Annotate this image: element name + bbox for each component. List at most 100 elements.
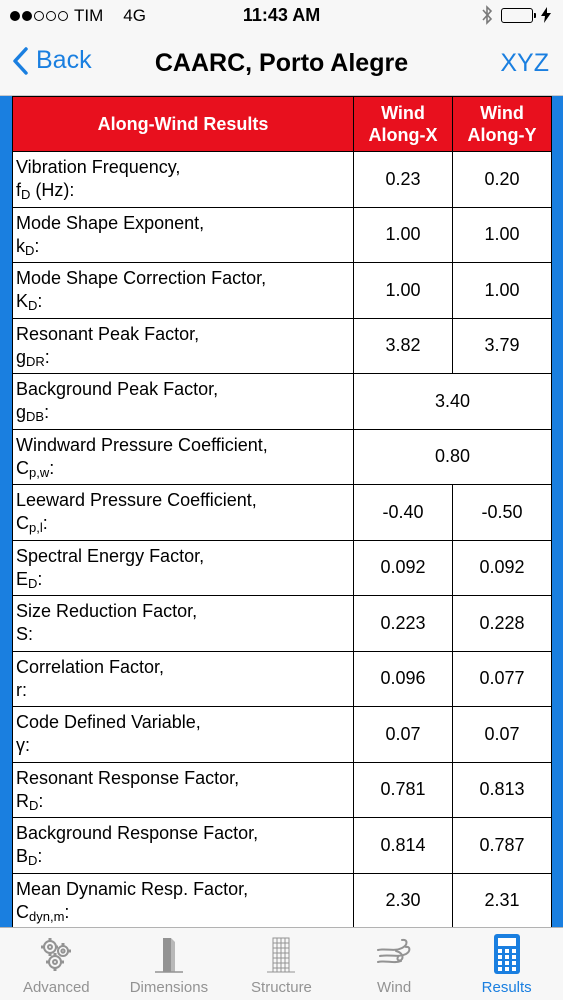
row-value-x: 2.30 <box>353 872 453 927</box>
row-value-y: 0.228 <box>452 595 552 652</box>
table-row: Background Response Factor, BD: 0.814 0.787 <box>12 817 552 874</box>
row-value-combined: 3.40 <box>353 373 552 430</box>
table-row: Mode Shape Exponent, kD: 1.00 1.00 <box>12 206 552 263</box>
row-value-y: 2.31 <box>452 872 552 927</box>
row-value-y: 0.20 <box>452 151 552 208</box>
navigation-bar: Back CAARC, Porto Alegre XYZ <box>0 32 563 96</box>
tab-dimensions-label: Dimensions <box>129 979 209 996</box>
table-row: Correlation Factor, r: 0.096 0.077 <box>12 650 552 707</box>
row-label-name: Mean Dynamic Resp. Factor, <box>16 878 249 899</box>
row-label: Windward Pressure Coefficient, Cp,w: <box>12 428 354 485</box>
row-label-subscript: D <box>28 853 38 869</box>
table-row: Mean Dynamic Resp. Factor, Cdyn,m: 2.30 2.3… <box>12 872 552 927</box>
row-label-subscript: DB <box>26 409 45 425</box>
network-type: 4G <box>123 6 146 25</box>
row-label-name: Resonant Response Factor, <box>16 767 240 788</box>
tab-results[interactable]: Results <box>450 928 563 1000</box>
row-label-subscript: p,w <box>29 464 50 480</box>
row-label-symbol: r <box>16 679 22 700</box>
row-label-symbol: R <box>16 790 29 811</box>
row-value-y: 3.79 <box>452 317 552 374</box>
row-label-subscript: p,l <box>29 520 43 536</box>
row-value-x: 0.092 <box>353 539 453 596</box>
header-wind-along-x-label: Wind Along-X <box>368 103 438 145</box>
table-row: Windward Pressure Coefficient, Cp,w: 0.80 <box>12 428 552 485</box>
tab-dimensions[interactable]: Dimensions <box>113 928 226 1000</box>
row-label-name: Resonant Peak Factor, <box>16 323 200 344</box>
status-bar: TIM 4G 11:43 AM <box>0 0 563 32</box>
row-label-symbol: S <box>16 624 29 645</box>
table-row: Spectral Energy Factor, ED: 0.092 0.092 <box>12 539 552 596</box>
row-label: Leeward Pressure Coefficient, Cp,l: <box>12 484 354 541</box>
row-label: Resonant Response Factor, RD: <box>12 761 354 818</box>
row-value-x: 0.781 <box>353 761 453 818</box>
row-label-symbol: k <box>16 235 25 256</box>
table-row: Mode Shape Correction Factor, KD: 1.00 1.00 <box>12 262 552 319</box>
row-value-x: -0.40 <box>353 484 453 541</box>
header-wind-along-x: Wind Along-X <box>353 96 453 152</box>
row-label-suffix: (Hz): <box>30 180 75 201</box>
table-row: Resonant Response Factor, RD: 0.781 0.813 <box>12 761 552 818</box>
row-value-y: 0.813 <box>452 761 552 818</box>
tab-results-label: Results <box>481 979 532 996</box>
row-label: Spectral Energy Factor, ED: <box>12 539 354 596</box>
row-label-suffix: : <box>42 513 48 534</box>
tab-wind[interactable]: Wind <box>338 928 451 1000</box>
row-label: Correlation Factor, r: <box>12 650 354 707</box>
table-header-row: Along-Wind Results Wind Along-X Wind Alo… <box>12 96 552 152</box>
row-label-name: Leeward Pressure Coefficient, <box>16 490 257 511</box>
row-label-name: Mode Shape Exponent, <box>16 212 205 233</box>
row-label: Mode Shape Correction Factor, KD: <box>12 262 354 319</box>
row-label-suffix: : <box>28 624 34 645</box>
row-label-symbol: γ <box>16 735 25 756</box>
results-table-body: Vibration Frequency, fD (Hz): 0.23 0.20 Mode… <box>12 151 552 927</box>
row-value-x: 0.07 <box>353 706 453 763</box>
row-value-x: 3.82 <box>353 317 453 374</box>
row-value-y: 0.092 <box>452 539 552 596</box>
results-content[interactable]: Along-Wind Results Wind Along-X Wind Alo… <box>0 96 563 927</box>
row-label-name: Spectral Energy Factor, <box>16 545 205 566</box>
row-label-symbol: g <box>16 402 27 423</box>
status-time: 11:43 AM <box>242 5 321 25</box>
row-value-y: 1.00 <box>452 262 552 319</box>
row-label-symbol: f <box>16 180 22 201</box>
row-label-subscript: dyn,m <box>29 908 65 924</box>
row-label-subscript: D <box>25 242 35 258</box>
row-label: Mode Shape Exponent, kD: <box>12 206 354 263</box>
row-label-suffix: : <box>37 568 43 589</box>
row-label-name: Correlation Factor, <box>16 656 165 677</box>
tab-advanced[interactable]: Advanced <box>0 928 113 1000</box>
tab-structure[interactable]: Structure <box>225 928 338 1000</box>
header-wind-along-y-label: Wind Along-Y <box>467 103 537 145</box>
tab-advanced-label: Advanced <box>22 979 90 996</box>
row-label-name: Size Reduction Factor, <box>16 601 198 622</box>
calculator-icon <box>493 934 520 974</box>
row-label-name: Background Peak Factor, <box>16 379 219 400</box>
row-label-suffix: : <box>37 291 43 312</box>
row-label-subscript: D <box>21 187 31 203</box>
table-row: Leeward Pressure Coefficient, Cp,l: -0.40-… <box>12 484 552 541</box>
row-label-suffix: : <box>22 679 28 700</box>
row-label-suffix: : <box>34 235 40 256</box>
row-label-symbol: B <box>16 846 29 867</box>
tab-bar: Advanced Dimensions Structure <box>0 927 563 1000</box>
xyz-button[interactable]: XYZ <box>500 49 549 77</box>
row-value-x: 0.223 <box>353 595 453 652</box>
row-label-name: Windward Pressure Coefficient, <box>16 434 268 455</box>
row-value-x: 0.814 <box>353 817 453 874</box>
row-label-subscript: D <box>29 797 39 813</box>
row-value-x: 1.00 <box>353 262 453 319</box>
row-label-subscript: D <box>28 575 38 591</box>
back-button[interactable]: Back <box>12 46 92 75</box>
row-label-suffix: : <box>44 402 50 423</box>
table-row: Size Reduction Factor, S: 0.223 0.228 <box>12 595 552 652</box>
row-label-symbol: g <box>16 346 27 367</box>
charging-bolt-icon <box>541 7 551 23</box>
row-value-combined: 0.80 <box>353 428 552 485</box>
carrier-info: TIM 4G <box>10 6 146 26</box>
signal-strength-icon <box>10 11 68 21</box>
header-wind-along-y: Wind Along-Y <box>452 96 552 152</box>
row-value-y: -0.50 <box>452 484 552 541</box>
tower-icon <box>154 938 183 973</box>
status-right <box>481 5 551 25</box>
